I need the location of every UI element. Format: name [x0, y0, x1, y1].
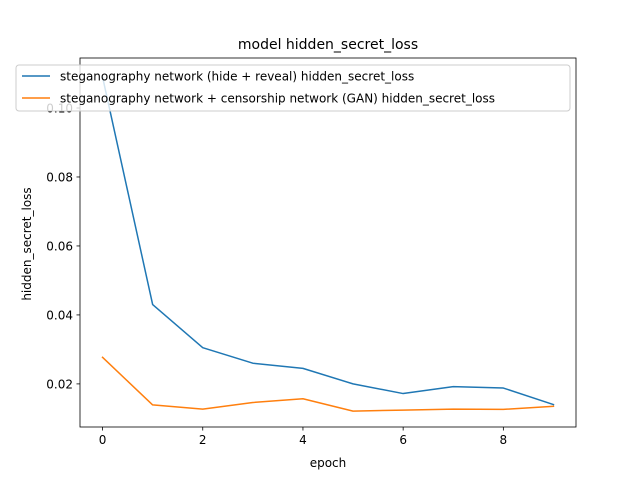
- legend: steganography network (hide + reveal) hi…: [15, 64, 571, 112]
- y-tick-label: 0.02: [46, 377, 73, 391]
- x-tick-label: 0: [99, 433, 107, 447]
- axes-frame: [79, 57, 577, 428]
- chart-title: model hidden_secret_loss: [238, 37, 418, 53]
- x-axis-label: epoch: [310, 456, 347, 470]
- legend-entry-1: steganography network (hide + reveal) hi…: [60, 70, 414, 84]
- x-tick-label: 4: [299, 433, 307, 447]
- x-tick-label: 8: [500, 433, 508, 447]
- y-tick-label: 0.04: [46, 308, 73, 322]
- y-tick-label: 0.08: [46, 170, 73, 184]
- series-line-2: [101, 356, 555, 412]
- series-line-1: [101, 76, 555, 406]
- y-tick-label: 0.06: [46, 239, 73, 253]
- legend-entry-2: steganography network + censorship netwo…: [60, 92, 495, 106]
- x-tick-label: 6: [399, 433, 407, 447]
- legend-box: [15, 64, 571, 112]
- y-axis-label: hidden_secret_loss: [20, 187, 34, 300]
- x-tick-label: 2: [199, 433, 207, 447]
